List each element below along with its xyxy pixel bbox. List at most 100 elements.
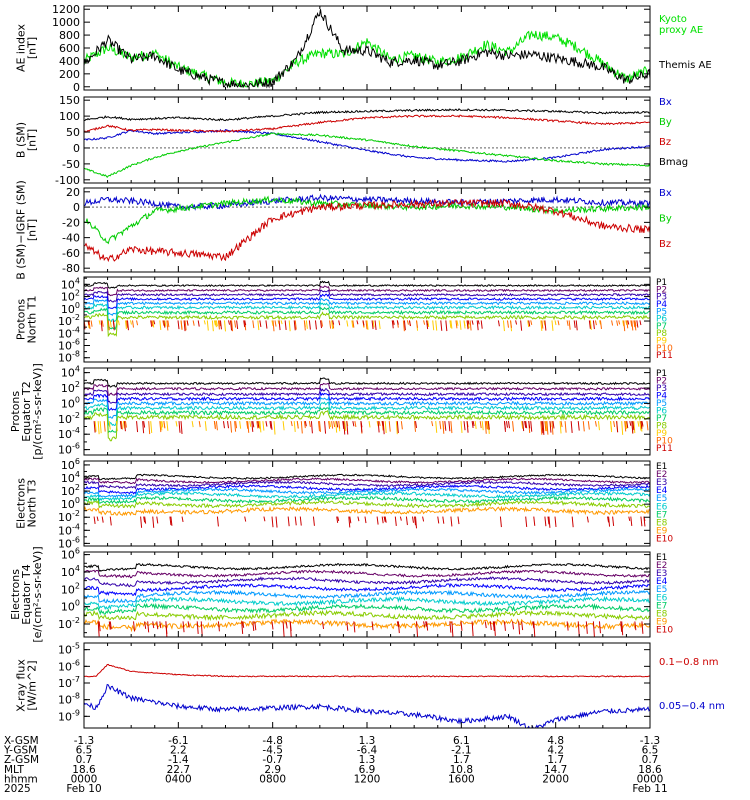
series-dropout-e10 — [414, 516, 417, 526]
series-dropout-p10 — [564, 421, 567, 433]
ephemeris-value: 14.7 — [544, 764, 567, 776]
series-dropout-p10 — [120, 421, 123, 430]
series-dropout-p11 — [640, 421, 643, 429]
series-dropout-p10 — [151, 320, 154, 327]
y-tick-label: 10-5 — [58, 642, 80, 657]
series-dropout-p11 — [143, 421, 146, 428]
series-dropout-p11 — [177, 320, 180, 330]
y-axis-label: Protons — [15, 299, 28, 340]
series-dropout-p9 — [459, 320, 462, 330]
series-dropout-p11 — [505, 421, 508, 428]
y-tick-label: 200 — [59, 68, 80, 81]
series-dropout-p9 — [637, 421, 640, 427]
series-dropout-p10 — [378, 421, 381, 426]
panel-data — [84, 562, 650, 637]
series-dropout-p11 — [112, 320, 115, 327]
series-dropout-p10 — [329, 320, 332, 329]
series-dropout-e10 — [577, 621, 580, 637]
series-dropout-p9 — [450, 320, 453, 329]
series-dropout-p9 — [262, 421, 265, 431]
series-dropout-p10 — [646, 421, 649, 431]
panel-pnorth: P1P2P3P4P5P6P7P8P9P10P1110410210010-210-… — [15, 276, 674, 364]
series-dropout-e10 — [399, 516, 402, 521]
series-dropout-e10 — [152, 621, 155, 629]
series-dropout-e10 — [287, 516, 290, 527]
legend-entry-e3: E3 — [656, 569, 667, 579]
series-dropout-p9 — [378, 320, 381, 329]
series-dropout-p9 — [449, 320, 452, 328]
series-dropout-p9 — [346, 320, 349, 327]
series-line-p4 — [84, 391, 650, 412]
ephemeris-table: X-GSMY-GSMZ-GSMMLThhmm2025-1.36.50.718.6… — [3, 735, 668, 795]
series-dropout-p9 — [223, 320, 226, 332]
series-line-e7 — [84, 495, 650, 505]
series-dropout-p9 — [474, 421, 477, 430]
y-tick-label: 600 — [59, 42, 80, 55]
series-dropout-e10 — [484, 621, 487, 629]
series-dropout-e10 — [405, 516, 408, 526]
series-dropout-p11 — [471, 320, 474, 325]
series-dropout-p11 — [163, 320, 166, 328]
series-dropout-p9 — [351, 320, 354, 328]
series-line-0-05-0-4-nm — [84, 683, 650, 728]
series-dropout-p10 — [388, 421, 391, 432]
series-dropout-e10 — [109, 516, 112, 526]
series-line-p6 — [84, 401, 650, 428]
y-axis-label: North T3 — [26, 480, 39, 528]
series-dropout-p11 — [467, 320, 470, 325]
series-dropout-p9 — [280, 320, 283, 325]
y-tick-label: 102 — [61, 581, 80, 596]
series-dropout-p9 — [543, 320, 546, 326]
y-tick-label: 800 — [59, 29, 80, 42]
series-dropout-e10 — [499, 516, 502, 528]
series-dropout-p9 — [610, 421, 613, 433]
series-dropout-p10 — [541, 320, 544, 329]
legend-entry-p7: P7 — [656, 414, 667, 424]
series-dropout-e10 — [620, 621, 623, 632]
series-dropout-p10 — [107, 320, 110, 331]
series-dropout-p11 — [284, 320, 287, 331]
series-dropout-p10 — [365, 320, 368, 330]
series-dropout-p10 — [124, 421, 127, 428]
series-dropout-e10 — [521, 621, 524, 631]
series-dropout-e10 — [156, 516, 159, 524]
panel-data — [84, 663, 650, 728]
series-dropout-p11 — [471, 421, 474, 429]
ephemeris-value: 6.1 — [453, 735, 470, 747]
y-axis-label: [nT] — [26, 129, 39, 151]
series-dropout-p10 — [530, 320, 533, 326]
series-dropout-e10 — [97, 621, 100, 637]
series-dropout-p10 — [594, 320, 597, 326]
series-dropout-e10 — [493, 621, 496, 636]
y-axis-label: North T1 — [26, 296, 39, 344]
legend-entry: Kyoto — [659, 14, 687, 25]
legend-entry-p9: P9 — [656, 337, 667, 347]
series-dropout-p9 — [282, 421, 285, 431]
series-dropout-p10 — [90, 320, 93, 327]
series-dropout-p11 — [227, 421, 230, 429]
y-tick-label: 10-4 — [58, 325, 80, 340]
series-dropout-e10 — [244, 516, 247, 522]
legend-entry: Bx — [659, 188, 672, 199]
series-dropout-p11 — [278, 320, 281, 331]
legend-entry-p2: P2 — [656, 285, 667, 295]
legend-entry-e5: E5 — [656, 494, 667, 504]
series-dropout-p9 — [521, 421, 524, 429]
y-tick-label: 102 — [61, 380, 80, 395]
series-line-e2 — [84, 569, 650, 579]
ephemeris-row-label: Z-GSM — [4, 754, 39, 766]
series-dropout-e10 — [140, 516, 143, 528]
series-dropout-p9 — [625, 421, 628, 430]
series-dropout-p11 — [592, 320, 595, 330]
series-dropout-e10 — [612, 516, 615, 526]
series-dropout-e10 — [349, 516, 352, 524]
series-dropout-p11 — [444, 421, 447, 431]
series-line-e2 — [84, 477, 650, 485]
series-dropout-e10 — [394, 516, 397, 526]
y-tick-label: 10-4 — [58, 522, 80, 537]
series-dropout-p11 — [480, 320, 483, 329]
series-dropout-p11 — [530, 421, 533, 432]
ephemeris-value: -0.7 — [262, 754, 283, 766]
legend-entry-e5: E5 — [656, 585, 667, 595]
series-dropout-p9 — [597, 421, 600, 431]
